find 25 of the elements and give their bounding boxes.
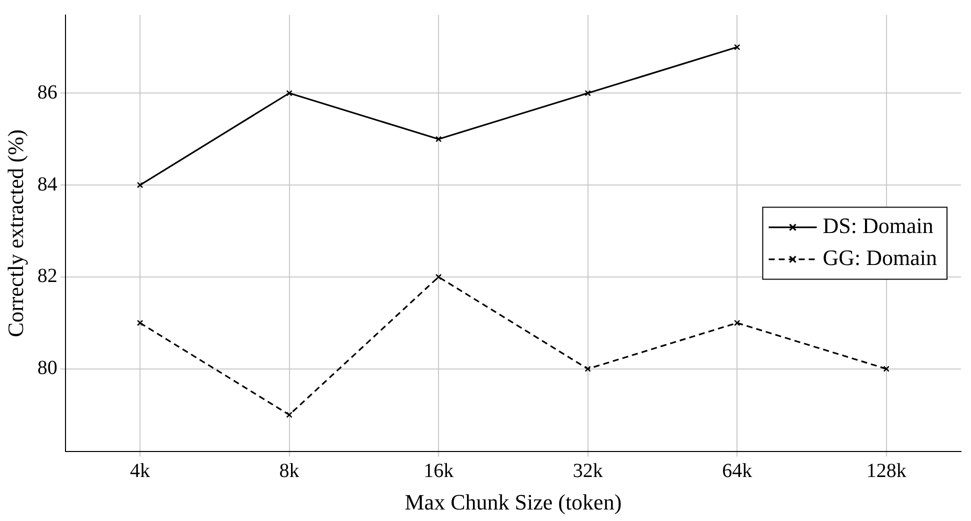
point (584, 90, 591, 96)
x-tick-label: 8k (279, 460, 300, 482)
x-tick-label: 4k (130, 460, 150, 482)
legend-label: DS: Domain (822, 213, 934, 238)
legend-label: GG: Domain (822, 245, 937, 270)
x-axis-title: Max Chunk Size (token) (404, 490, 622, 515)
point (734, 44, 740, 50)
y-tick-label: 86 (37, 81, 58, 104)
point (136, 182, 144, 188)
x-tick-label: 16k (424, 460, 454, 482)
x-tick-label: 32k (572, 460, 603, 482)
y-tick-label: 84 (37, 173, 58, 196)
x-tick-label: 128k (866, 460, 906, 482)
y-tick-label: 82 (37, 265, 58, 288)
point (286, 90, 292, 96)
y-axis-title: Correctly extracted (%) (2, 129, 28, 338)
x-tick-label: 64k (722, 460, 752, 482)
y-tick-label: 80 (37, 357, 58, 380)
point (435, 274, 442, 280)
point (584, 366, 591, 372)
point (136, 320, 144, 326)
point (883, 366, 890, 372)
point (286, 412, 292, 418)
point (734, 320, 740, 326)
point (435, 136, 442, 142)
